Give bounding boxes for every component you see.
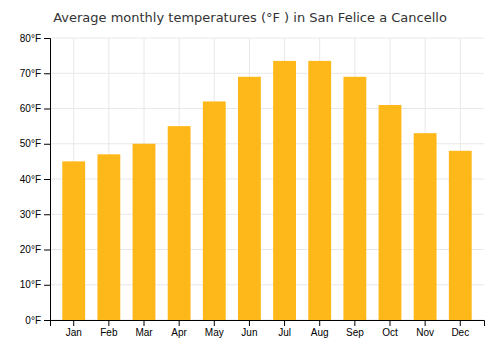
tick: Aug (311, 320, 329, 338)
tick-label: Mar (135, 327, 153, 338)
tick: Jun (241, 320, 257, 338)
plot: Jan Feb Mar Apr May Jun Jul Aug Sep Oct Nov Dec 0°F 1… (20, 33, 485, 338)
tick-label: Jun (241, 327, 257, 338)
tick-mark (73, 320, 74, 326)
y-axis: 0°F 10°F 20°F 30°F 40°F 50°F 60°F 70°F 80°F (20, 33, 51, 326)
tick-label: May (205, 327, 224, 338)
tick-mark (44, 320, 50, 321)
tick: 40°F (20, 174, 50, 185)
tick-mark (179, 320, 180, 326)
tick-label: 70°F (20, 68, 41, 79)
bar (203, 101, 226, 320)
tick-label: 10°F (20, 279, 41, 290)
tick: 60°F (20, 103, 50, 114)
bar (308, 61, 331, 320)
tick-label: Sep (346, 327, 364, 338)
tick-label: Dec (451, 327, 469, 338)
title: Average monthly temperatures (°F ) in Sa… (53, 10, 447, 25)
tick: 70°F (20, 68, 50, 79)
tick-label: 80°F (20, 33, 41, 44)
tick-mark (319, 320, 320, 326)
tick-mark (108, 320, 109, 326)
bar (62, 161, 85, 320)
tick-label: Aug (311, 327, 329, 338)
tick: 0°F (25, 315, 50, 326)
tick-mark (249, 320, 250, 326)
tick-label: 60°F (20, 103, 41, 114)
tick: 30°F (20, 209, 50, 220)
tick: Jan (66, 320, 82, 338)
tick-label: 0°F (25, 315, 41, 326)
tick: Mar (135, 320, 153, 338)
bar (238, 77, 261, 320)
tick-mark (44, 285, 50, 286)
x-axis: Jan Feb Mar Apr May Jun Jul Aug Sep Oct Nov Dec (51, 320, 485, 338)
tick-mark (144, 320, 145, 326)
tick-label: Jan (66, 327, 82, 338)
tick-label: 20°F (20, 244, 41, 255)
bars (62, 61, 471, 320)
tick-mark (44, 214, 50, 215)
tick-mark (214, 320, 215, 326)
tick-mark (44, 73, 50, 74)
chart: Average monthly temperatures (°F ) in Sa… (0, 0, 500, 350)
tick-mark (389, 320, 390, 326)
bar (414, 133, 437, 320)
tick-label: Jul (278, 327, 291, 338)
tick-mark (44, 179, 50, 180)
grid (50, 38, 484, 320)
bar (449, 151, 472, 320)
tick-mark (44, 109, 50, 110)
tick: 50°F (20, 138, 50, 149)
grid-line (50, 38, 484, 39)
tick: Feb (100, 320, 118, 338)
tick: Apr (171, 320, 187, 338)
bar (133, 144, 156, 320)
tick: 80°F (20, 33, 50, 44)
bar (379, 105, 402, 320)
tick: May (205, 320, 224, 338)
tick-label: 40°F (20, 174, 41, 185)
tick-mark (284, 320, 285, 326)
tick-mark (44, 250, 50, 251)
tick: 10°F (20, 279, 50, 290)
tick-mark (44, 38, 50, 39)
bar (273, 61, 296, 320)
tick: Dec (451, 320, 469, 338)
tick: 20°F (20, 244, 50, 255)
tick-mark (354, 320, 355, 326)
tick-label: Feb (100, 327, 118, 338)
tick-label: 50°F (20, 138, 41, 149)
tick-mark (44, 144, 50, 145)
bar (97, 154, 120, 320)
grid-line (50, 73, 484, 74)
tick-label: Apr (171, 327, 187, 338)
axis-line (44, 39, 51, 321)
tick-label: 30°F (20, 209, 41, 220)
grid-line (50, 108, 484, 109)
bar (168, 126, 191, 320)
tick-mark (460, 320, 461, 326)
tick-label: Oct (382, 327, 398, 338)
tick: Nov (416, 320, 434, 338)
tick: Jul (278, 320, 291, 338)
axis-line (51, 321, 485, 327)
bar (343, 77, 366, 320)
tick: Sep (346, 320, 364, 338)
tick-mark (425, 320, 426, 326)
tick: Oct (382, 320, 398, 338)
tick-label: Nov (416, 327, 434, 338)
